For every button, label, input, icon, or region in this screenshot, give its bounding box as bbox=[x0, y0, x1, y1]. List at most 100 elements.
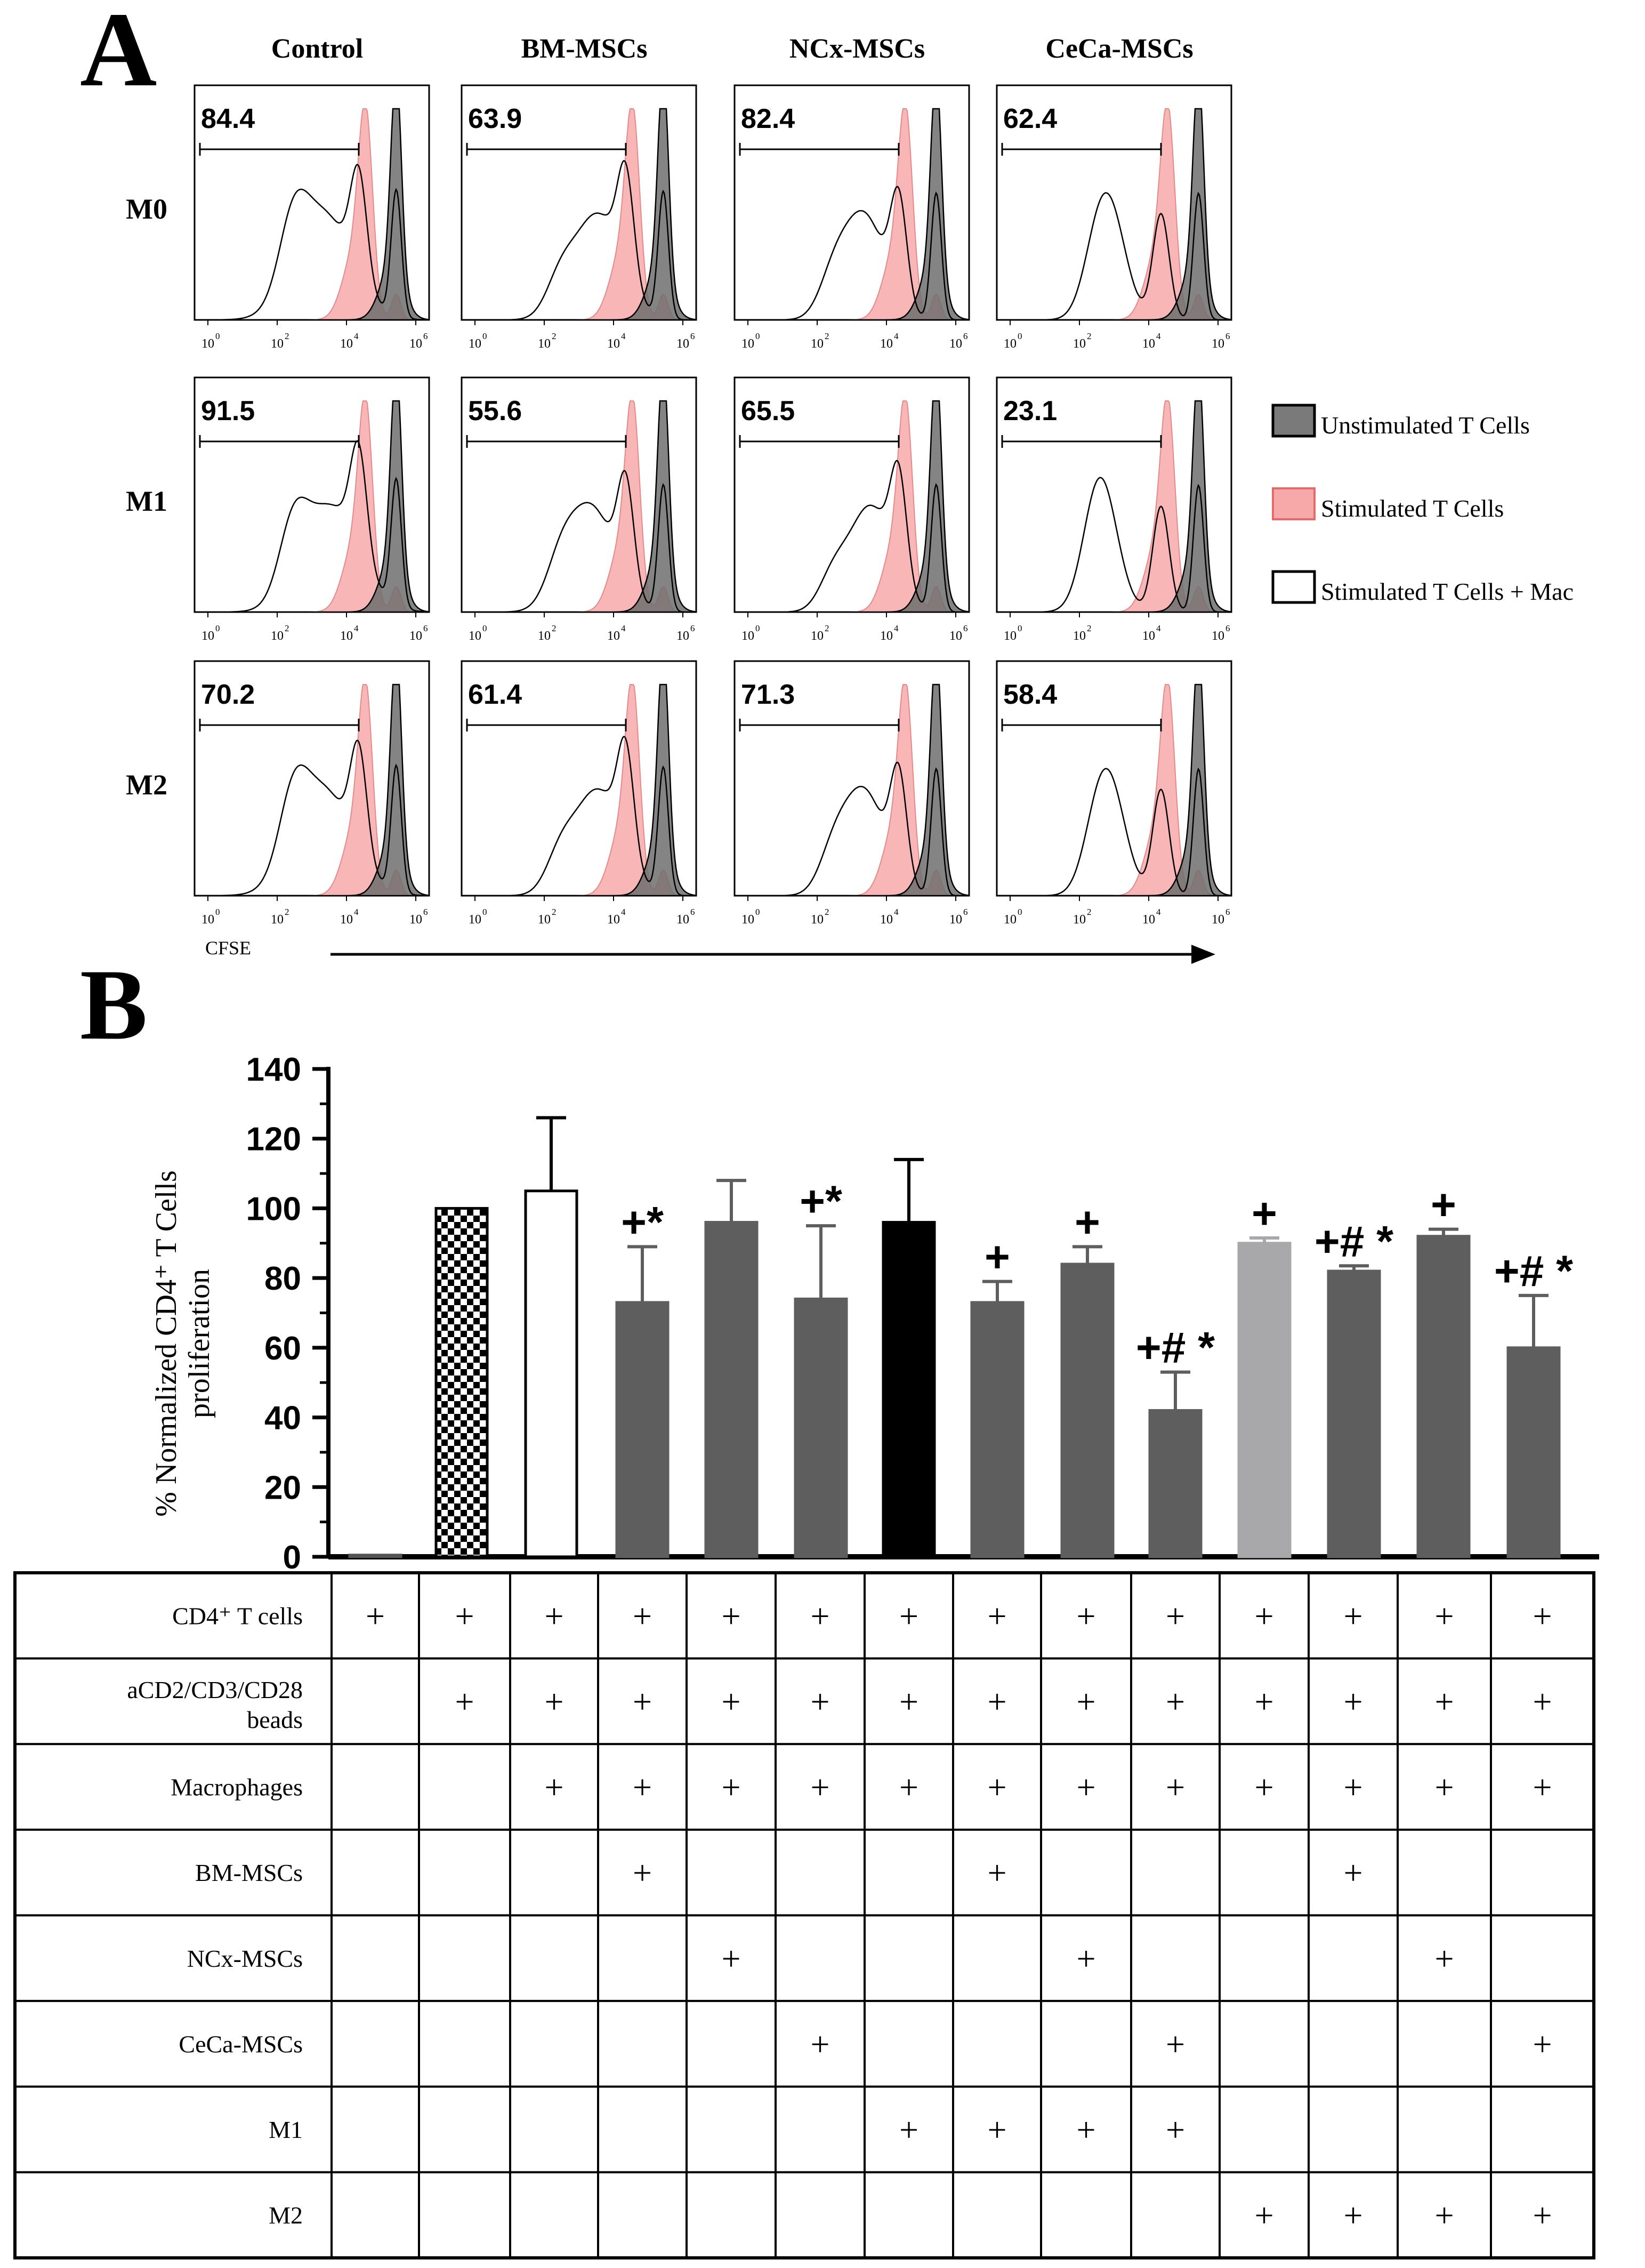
tick-label-exponent: 6 bbox=[423, 907, 428, 917]
tick-label-exponent: 0 bbox=[215, 331, 220, 341]
bar-group bbox=[434, 1207, 489, 1558]
tick-label-exponent: 6 bbox=[963, 331, 968, 341]
tick-label-mantissa: 10 bbox=[676, 629, 689, 643]
tick-label-exponent: 2 bbox=[552, 331, 557, 341]
tick-label-exponent: 0 bbox=[755, 623, 760, 633]
tick-label-mantissa: 10 bbox=[1073, 913, 1086, 927]
table-cell-mark: + bbox=[633, 1768, 652, 1806]
significance-annotation: + bbox=[985, 1233, 1010, 1282]
table-cell-mark: + bbox=[810, 1768, 829, 1806]
tick-label-exponent: 2 bbox=[1087, 907, 1092, 917]
table-cell-mark: + bbox=[810, 1683, 829, 1720]
y-tick-label: 80 bbox=[264, 1260, 301, 1297]
column-headers: Control BM-MSCs NCx-MSCs CeCa-MSCs bbox=[271, 34, 1194, 64]
bar-group: +# * bbox=[1494, 1247, 1573, 1558]
table-cell-mark: + bbox=[1166, 1597, 1185, 1635]
tick-label-mantissa: 10 bbox=[676, 913, 689, 927]
table-cell-mark: + bbox=[633, 1597, 652, 1635]
stimulated-mac-histogram bbox=[997, 767, 1231, 897]
tick-label-exponent: 4 bbox=[1156, 907, 1161, 917]
table-cell-mark: + bbox=[1533, 1597, 1552, 1635]
column-header: CeCa-MSCs bbox=[1045, 34, 1193, 64]
tick-label-exponent: 2 bbox=[825, 623, 829, 633]
row-label: M1 bbox=[126, 485, 167, 517]
table-cell-mark: + bbox=[1166, 2111, 1185, 2149]
bar-group bbox=[524, 1116, 578, 1558]
tick-label-mantissa: 10 bbox=[340, 337, 353, 351]
bar-group: + bbox=[1416, 1181, 1471, 1558]
bar bbox=[1416, 1235, 1471, 1558]
table-row-label: NCx-MSCs bbox=[187, 1945, 303, 1972]
table-cell-mark: + bbox=[1434, 1940, 1454, 1977]
table-cell-mark: + bbox=[633, 1683, 652, 1720]
table-row-label: CD4⁺ T cells bbox=[172, 1602, 303, 1629]
bar-group: + bbox=[970, 1233, 1025, 1558]
table-cell-mark: + bbox=[1533, 1768, 1552, 1806]
panel-a-label: A bbox=[80, 0, 157, 109]
bar bbox=[348, 1554, 402, 1558]
tick-label-exponent: 4 bbox=[1156, 623, 1161, 633]
tick-label-mantissa: 10 bbox=[1142, 337, 1155, 351]
column-header: Control bbox=[271, 34, 363, 64]
bar-group: + bbox=[1237, 1189, 1292, 1558]
tick-label-mantissa: 10 bbox=[607, 629, 620, 643]
y-tick-label: 0 bbox=[283, 1539, 301, 1576]
tick-label-mantissa: 10 bbox=[880, 337, 893, 351]
tick-label-mantissa: 10 bbox=[741, 913, 754, 927]
tick-label-exponent: 6 bbox=[690, 907, 695, 917]
table-cell-mark: + bbox=[1076, 1683, 1095, 1720]
gate-percentage: 71.3 bbox=[741, 679, 795, 710]
tick-label-exponent: 4 bbox=[894, 331, 899, 341]
tick-label-mantissa: 10 bbox=[201, 337, 214, 351]
tick-label-exponent: 0 bbox=[755, 907, 760, 917]
y-tick-label: 120 bbox=[246, 1121, 301, 1158]
legend-item-stimulated: Stimulated T Cells bbox=[1272, 487, 1504, 522]
table-row-label: aCD2/CD3/CD28 bbox=[127, 1676, 303, 1703]
legend-swatch-stimulated bbox=[1272, 487, 1316, 520]
legend-label-unstimulated: Unstimulated T Cells bbox=[1321, 412, 1530, 439]
tick-label-exponent: 4 bbox=[894, 907, 899, 917]
table-cell-mark: + bbox=[1076, 1597, 1095, 1635]
tick-label-mantissa: 10 bbox=[271, 913, 284, 927]
tick-label-exponent: 6 bbox=[423, 331, 428, 341]
significance-annotation: + bbox=[1431, 1181, 1456, 1229]
bar-group: +* bbox=[794, 1177, 848, 1558]
gate-percentage: 65.5 bbox=[741, 396, 795, 427]
stimulated-mac-histogram bbox=[735, 761, 969, 897]
stimulated-mac-histogram bbox=[735, 186, 969, 321]
tick-label-mantissa: 10 bbox=[1212, 337, 1224, 351]
table-cell-mark: + bbox=[899, 1683, 918, 1720]
tick-label-exponent: 2 bbox=[825, 907, 829, 917]
y-tick-label: 40 bbox=[264, 1400, 301, 1437]
bar-group: +* bbox=[615, 1198, 670, 1558]
table-cell-mark: + bbox=[366, 1597, 385, 1635]
tick-label-exponent: 0 bbox=[1018, 907, 1022, 917]
tick-label-exponent: 2 bbox=[285, 623, 289, 633]
tick-label-mantissa: 10 bbox=[741, 337, 754, 351]
gate-percentage: 91.5 bbox=[201, 396, 255, 427]
bar-group: +# * bbox=[1315, 1217, 1393, 1558]
table-cell-mark: + bbox=[1254, 1597, 1273, 1635]
bar bbox=[1327, 1269, 1381, 1558]
bar-group: +# * bbox=[1136, 1324, 1215, 1558]
bar bbox=[704, 1221, 759, 1558]
y-axis-title: % Normalized CD4⁺ T Cells proliferation bbox=[150, 1170, 216, 1517]
table-cell-mark: + bbox=[1254, 2197, 1273, 2234]
table-row-label: M1 bbox=[269, 2116, 303, 2143]
table-cell-mark: + bbox=[721, 1683, 740, 1720]
bar-group: + bbox=[1060, 1198, 1115, 1558]
significance-annotation: +# * bbox=[1494, 1247, 1573, 1296]
table-cell-mark: + bbox=[810, 1597, 829, 1635]
significance-annotation: +# * bbox=[1315, 1217, 1393, 1266]
tick-label-exponent: 6 bbox=[963, 623, 968, 633]
tick-label-exponent: 6 bbox=[1225, 907, 1230, 917]
tick-label-exponent: 4 bbox=[621, 623, 626, 633]
table-cell-mark: + bbox=[1434, 1768, 1454, 1806]
tick-label-mantissa: 10 bbox=[949, 337, 962, 351]
tick-label-exponent: 6 bbox=[690, 623, 695, 633]
tick-label-mantissa: 10 bbox=[469, 913, 481, 927]
row-label: M2 bbox=[126, 769, 167, 801]
tick-label-mantissa: 10 bbox=[1142, 629, 1155, 643]
